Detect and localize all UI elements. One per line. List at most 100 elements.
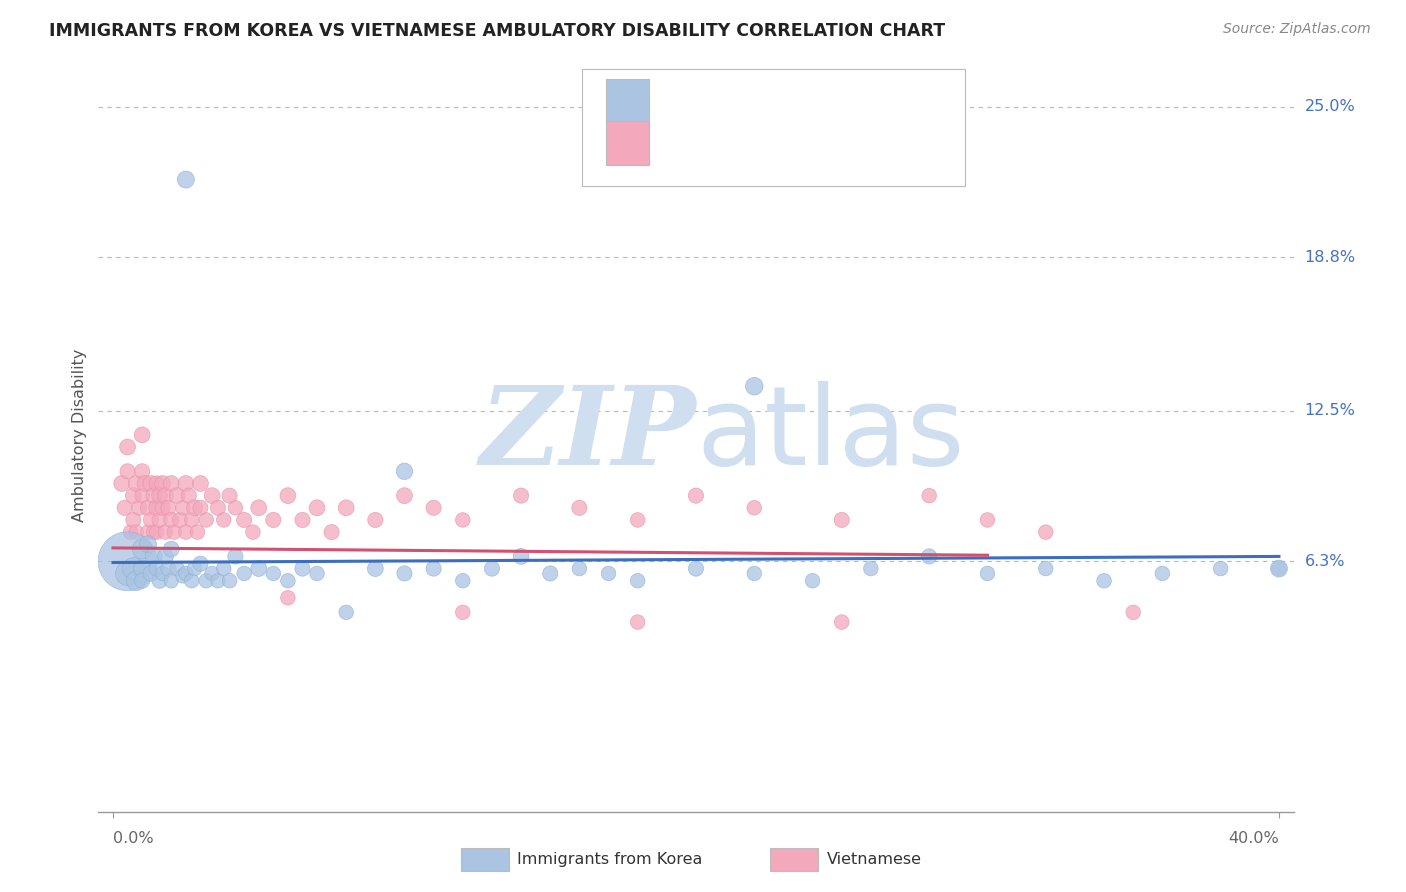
FancyBboxPatch shape	[582, 70, 965, 186]
Point	[145, 561, 167, 575]
Point	[976, 566, 998, 581]
Point	[918, 549, 941, 564]
Point	[1035, 525, 1057, 540]
Text: 12.5%: 12.5%	[1305, 403, 1355, 418]
Point	[277, 591, 299, 605]
Point	[142, 489, 165, 503]
Point	[1209, 561, 1232, 575]
Point	[152, 500, 174, 515]
Point	[859, 561, 882, 575]
Text: 6.3%: 6.3%	[1305, 554, 1346, 569]
Text: atlas: atlas	[696, 382, 965, 488]
Point	[117, 566, 139, 581]
Point	[801, 574, 824, 588]
Point	[149, 574, 172, 588]
Point	[627, 574, 650, 588]
Point	[145, 500, 167, 515]
Point	[742, 566, 765, 581]
Point	[131, 464, 153, 478]
Point	[201, 489, 224, 503]
Point	[277, 489, 299, 503]
Point	[152, 566, 174, 581]
FancyBboxPatch shape	[606, 79, 650, 124]
Point	[114, 500, 136, 515]
Point	[125, 476, 148, 491]
Point	[364, 561, 387, 575]
Point	[160, 574, 183, 588]
Point	[152, 476, 174, 491]
Point	[190, 557, 212, 571]
Point	[212, 561, 235, 575]
Text: R =  0.025   N = 61: R = 0.025 N = 61	[666, 92, 828, 111]
Point	[242, 525, 264, 540]
Text: IMMIGRANTS FROM KOREA VS VIETNAMESE AMBULATORY DISABILITY CORRELATION CHART: IMMIGRANTS FROM KOREA VS VIETNAMESE AMBU…	[49, 22, 945, 40]
Point	[122, 513, 145, 527]
Text: Vietnamese: Vietnamese	[827, 853, 922, 867]
Point	[568, 561, 591, 575]
Point	[262, 566, 284, 581]
Point	[195, 513, 218, 527]
Point	[183, 561, 205, 575]
Point	[125, 525, 148, 540]
Point	[174, 172, 197, 186]
Point	[145, 525, 167, 540]
Point	[139, 513, 162, 527]
Point	[166, 561, 188, 575]
Point	[174, 566, 197, 581]
Text: Immigrants from Korea: Immigrants from Korea	[517, 853, 703, 867]
Point	[149, 513, 172, 527]
Point	[139, 476, 162, 491]
Point	[131, 489, 153, 503]
Point	[394, 489, 416, 503]
Point	[122, 489, 145, 503]
Point	[510, 489, 533, 503]
Point	[172, 500, 194, 515]
Point	[451, 513, 474, 527]
Point	[918, 489, 941, 503]
Text: ZIP: ZIP	[479, 381, 696, 489]
Point	[394, 464, 416, 478]
Text: Source: ZipAtlas.com: Source: ZipAtlas.com	[1223, 22, 1371, 37]
Point	[481, 561, 503, 575]
Point	[128, 500, 150, 515]
Point	[177, 489, 200, 503]
Point	[122, 561, 145, 575]
Point	[831, 513, 853, 527]
Point	[117, 464, 139, 478]
Point	[131, 561, 153, 575]
Point	[136, 500, 159, 515]
Point	[305, 500, 328, 515]
Text: 25.0%: 25.0%	[1305, 99, 1355, 114]
Point	[422, 500, 444, 515]
Point	[120, 525, 142, 540]
Point	[139, 566, 162, 581]
Point	[627, 615, 650, 629]
Point	[233, 566, 256, 581]
Point	[224, 549, 246, 564]
Text: 0.0%: 0.0%	[112, 831, 153, 847]
Point	[172, 569, 194, 583]
Point	[247, 500, 270, 515]
Point	[131, 542, 153, 557]
Point	[157, 561, 180, 575]
Point	[277, 574, 299, 588]
Point	[149, 489, 172, 503]
Point	[1122, 605, 1144, 619]
Point	[155, 549, 177, 564]
Text: R = -0.018   N = 77: R = -0.018 N = 77	[666, 134, 830, 152]
Point	[1092, 574, 1115, 588]
Point	[142, 549, 165, 564]
Point	[145, 476, 167, 491]
Point	[117, 554, 139, 568]
Point	[136, 525, 159, 540]
Point	[117, 440, 139, 454]
Point	[247, 561, 270, 575]
Point	[155, 525, 177, 540]
Point	[183, 500, 205, 515]
Point	[277, 14, 299, 29]
Point	[1152, 566, 1174, 581]
Point	[568, 500, 591, 515]
Point	[155, 489, 177, 503]
Point	[291, 561, 314, 575]
Point	[1035, 561, 1057, 575]
